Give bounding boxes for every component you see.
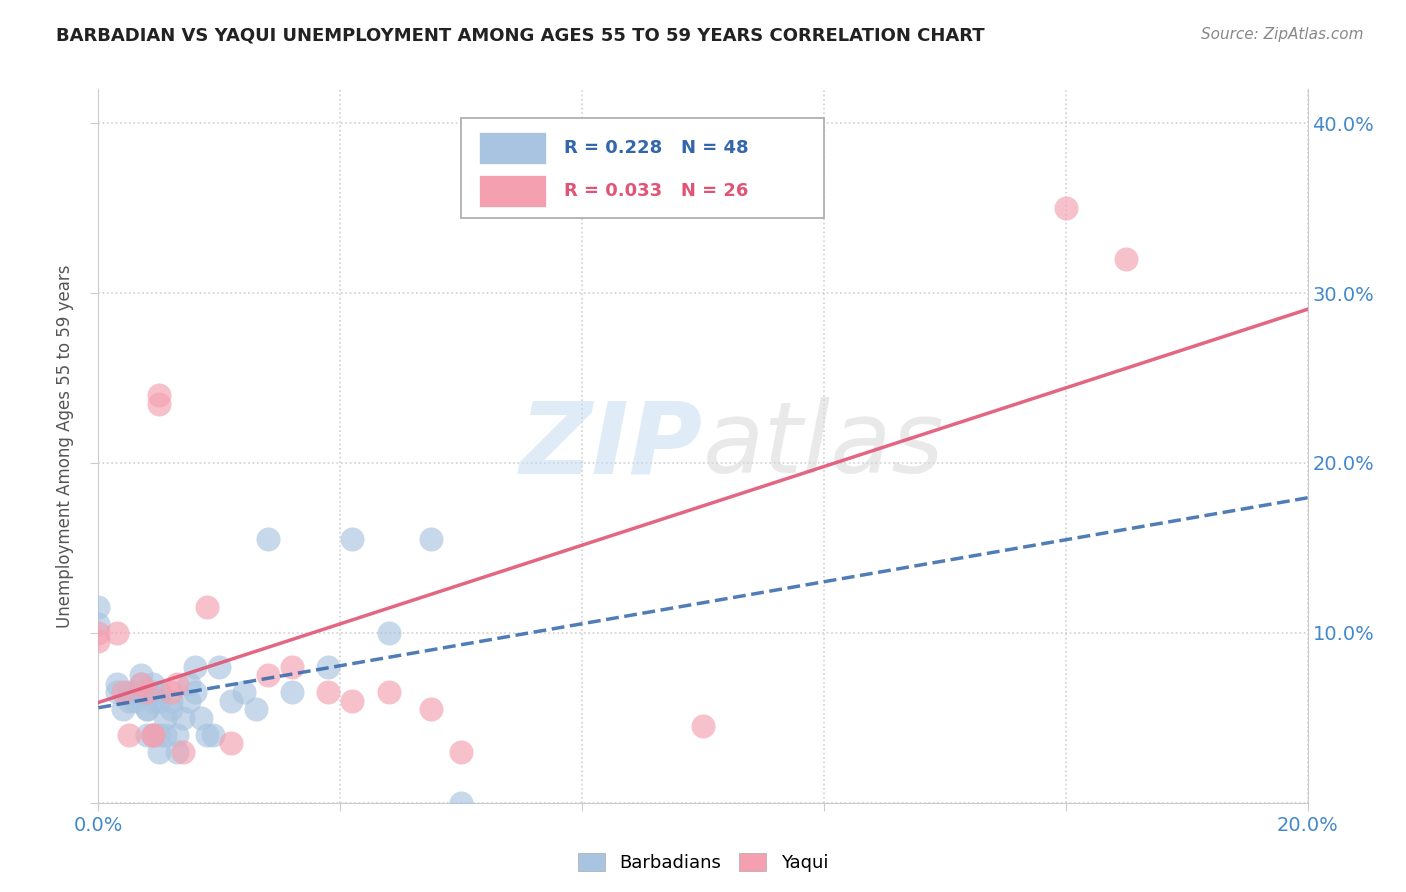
- Legend: Barbadians, Yaqui: Barbadians, Yaqui: [571, 846, 835, 880]
- Point: [184, 660, 207, 674]
- Point: [420, 533, 443, 547]
- Point: [166, 728, 188, 742]
- Point: [105, 677, 128, 691]
- Point: [142, 677, 165, 691]
- Point: [160, 685, 183, 699]
- Text: ZIP: ZIP: [520, 398, 703, 494]
- Point: [87, 634, 110, 648]
- Point: [153, 711, 176, 725]
- Point: [142, 728, 165, 742]
- Text: atlas: atlas: [703, 398, 945, 494]
- Point: [195, 600, 218, 615]
- Point: [420, 702, 443, 716]
- Point: [148, 685, 170, 699]
- Point: [281, 685, 304, 699]
- Text: Source: ZipAtlas.com: Source: ZipAtlas.com: [1201, 27, 1364, 42]
- Point: [179, 677, 201, 691]
- Point: [111, 702, 134, 716]
- Point: [377, 626, 399, 640]
- Point: [316, 660, 339, 674]
- Point: [87, 600, 110, 615]
- Point: [148, 745, 170, 759]
- Point: [342, 533, 364, 547]
- Point: [153, 728, 176, 742]
- Point: [87, 617, 110, 632]
- Point: [118, 685, 141, 699]
- Point: [166, 677, 188, 691]
- Point: [148, 728, 170, 742]
- Point: [135, 685, 157, 699]
- Point: [1115, 252, 1137, 266]
- Point: [316, 685, 339, 699]
- Point: [256, 533, 278, 547]
- Point: [450, 796, 472, 810]
- Point: [208, 660, 231, 674]
- Point: [124, 694, 146, 708]
- Point: [221, 736, 243, 750]
- Text: BARBADIAN VS YAQUI UNEMPLOYMENT AMONG AGES 55 TO 59 YEARS CORRELATION CHART: BARBADIAN VS YAQUI UNEMPLOYMENT AMONG AG…: [56, 27, 984, 45]
- Point: [160, 694, 183, 708]
- Point: [172, 745, 194, 759]
- Point: [87, 626, 110, 640]
- Point: [105, 626, 128, 640]
- Point: [184, 685, 207, 699]
- Point: [172, 711, 194, 725]
- Point: [124, 685, 146, 699]
- Point: [232, 685, 254, 699]
- Point: [135, 702, 157, 716]
- Point: [142, 685, 165, 699]
- Point: [129, 668, 152, 682]
- Point: [1054, 201, 1077, 215]
- Point: [118, 694, 141, 708]
- Point: [142, 728, 165, 742]
- Point: [142, 728, 165, 742]
- Point: [692, 719, 714, 733]
- Point: [202, 728, 225, 742]
- Point: [179, 694, 201, 708]
- Point: [190, 711, 212, 725]
- Point: [111, 685, 134, 699]
- Point: [148, 396, 170, 410]
- FancyBboxPatch shape: [479, 132, 546, 164]
- Point: [342, 694, 364, 708]
- Point: [221, 694, 243, 708]
- Point: [377, 685, 399, 699]
- FancyBboxPatch shape: [461, 118, 824, 218]
- Point: [129, 677, 152, 691]
- Text: R = 0.033   N = 26: R = 0.033 N = 26: [564, 182, 748, 200]
- Point: [129, 685, 152, 699]
- Point: [105, 685, 128, 699]
- Text: R = 0.228   N = 48: R = 0.228 N = 48: [564, 139, 748, 157]
- Point: [450, 745, 472, 759]
- Point: [281, 660, 304, 674]
- Point: [142, 694, 165, 708]
- Point: [118, 728, 141, 742]
- Point: [129, 677, 152, 691]
- Point: [195, 728, 218, 742]
- Point: [148, 388, 170, 402]
- Y-axis label: Unemployment Among Ages 55 to 59 years: Unemployment Among Ages 55 to 59 years: [56, 264, 75, 628]
- FancyBboxPatch shape: [479, 175, 546, 207]
- Point: [148, 694, 170, 708]
- Point: [245, 702, 267, 716]
- Point: [160, 702, 183, 716]
- Point: [135, 702, 157, 716]
- Point: [256, 668, 278, 682]
- Point: [166, 745, 188, 759]
- Point: [135, 728, 157, 742]
